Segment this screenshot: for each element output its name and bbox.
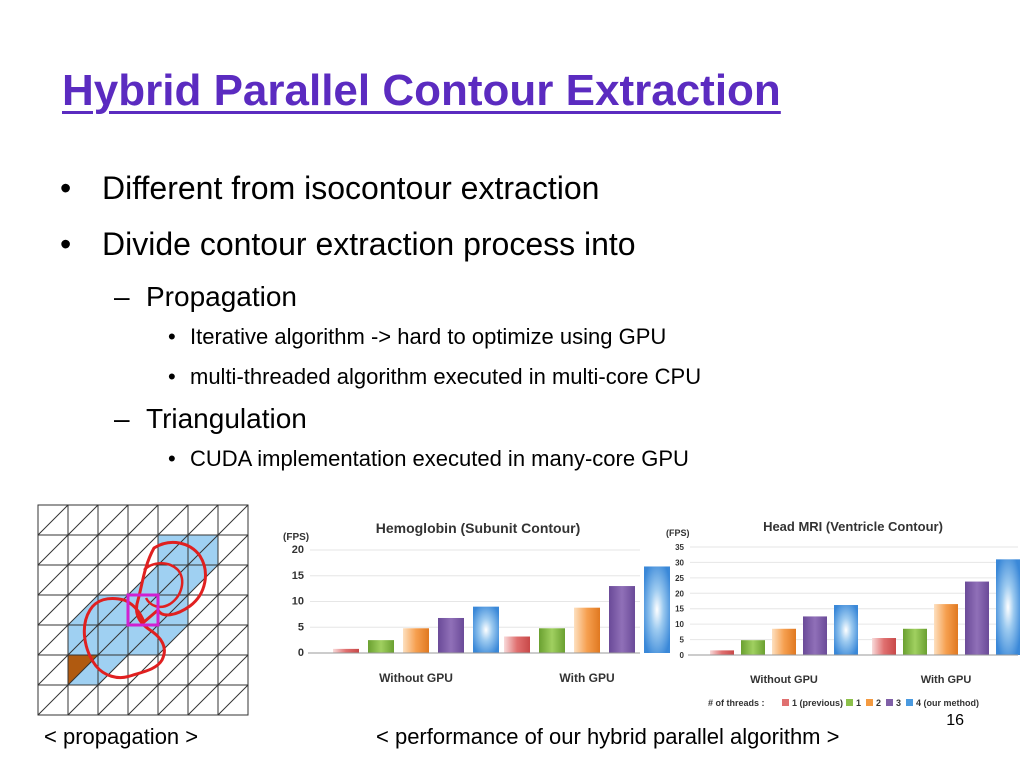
page-number: 16 xyxy=(946,712,964,729)
hemoglobin-chart: Hemoglobin (Subunit Contour) (FPS) 0 5 10 1… xyxy=(283,520,670,685)
bar-with-gpu-series-1 xyxy=(504,636,530,653)
bar-with-gpu-series-4 xyxy=(965,581,989,655)
slide-title: Hybrid Parallel Contour Extraction xyxy=(62,66,781,115)
propagation-diagram xyxy=(37,504,249,716)
bar-with-gpu-series-5 xyxy=(644,566,670,653)
chart2-legend: # of threads : 1 (previous) 1 2 3 4 (our met… xyxy=(708,698,979,708)
legend-label: 3 xyxy=(896,698,901,708)
legend-swatch xyxy=(886,699,893,706)
bar-without-gpu-series-4 xyxy=(438,617,464,653)
bar-with-gpu-series-3 xyxy=(934,604,958,655)
bar-without-gpu-series-4 xyxy=(803,616,827,655)
bar-without-gpu-series-1 xyxy=(710,650,734,655)
chart1-ytick-label: 5 xyxy=(298,621,304,633)
chart2-ytick-label: 0 xyxy=(680,651,685,660)
bar-with-gpu-series-4 xyxy=(609,586,635,653)
chart2-ytick-label: 5 xyxy=(680,636,685,645)
highlighted-cell xyxy=(126,593,160,627)
bar-with-gpu-series-2 xyxy=(539,628,565,653)
chart2-title: Head MRI (Ventricle Contour) xyxy=(763,519,943,534)
legend-label: 2 xyxy=(876,698,881,708)
head-mri-chart: Head MRI (Ventricle Contour) (FPS) 0 5 10 1… xyxy=(666,519,1020,708)
bullet-1: Different from isocontour extraction xyxy=(60,166,960,222)
bar-without-gpu-series-5 xyxy=(473,606,499,653)
sub-bullet-triangulation-label: Triangulation xyxy=(146,403,307,434)
chart2-ytick-label: 35 xyxy=(675,543,684,552)
contour-curve xyxy=(82,540,207,680)
bar-without-gpu-series-2 xyxy=(368,640,394,653)
chart2-category-label: With GPU xyxy=(921,674,972,686)
chart1-ytick-label: 10 xyxy=(292,596,304,608)
chart2-ytick-label: 25 xyxy=(675,574,684,583)
chart2-ytick-label: 10 xyxy=(675,620,684,629)
detail-bullet-cuda: CUDA implementation executed in many-cor… xyxy=(60,442,960,482)
legend-swatch xyxy=(782,699,789,706)
bar-with-gpu-series-3 xyxy=(574,607,600,653)
legend-swatch xyxy=(866,699,873,706)
chart1-categories: Without GPU With GPU xyxy=(379,671,615,685)
legend-label: 4 (our method) xyxy=(916,698,979,708)
dash-marker: – xyxy=(114,281,130,312)
bullet-list: Different from isocontour extraction Div… xyxy=(60,166,960,482)
chart1-category-label: With GPU xyxy=(559,671,614,685)
triangle-grid xyxy=(37,504,249,716)
propagation-caption: < propagation > xyxy=(44,724,199,749)
sub-bullet-propagation-label: Propagation xyxy=(146,281,298,312)
bar-with-gpu-series-5 xyxy=(996,559,1020,655)
bar-without-gpu-series-3 xyxy=(403,628,429,653)
chart1-ylabel: (FPS) xyxy=(283,532,309,543)
chart1-title: Hemoglobin (Subunit Contour) xyxy=(376,520,581,536)
legend-swatch xyxy=(846,699,853,706)
legend-items: 1 (previous) 1 2 3 4 (our method) xyxy=(782,698,979,708)
chart1-ytick-label: 20 xyxy=(292,544,304,556)
legend-label: 1 xyxy=(856,698,861,708)
legend-swatch xyxy=(906,699,913,706)
chart1-category-label: Without GPU xyxy=(379,671,453,685)
chart1-ytick-label: 15 xyxy=(292,570,304,582)
legend-label: 1 (previous) xyxy=(792,698,843,708)
chart2-bars xyxy=(710,559,1020,655)
bar-with-gpu-series-2 xyxy=(903,628,927,655)
contour-inner-loop xyxy=(143,562,184,609)
chart2-ytick-label: 15 xyxy=(675,605,684,614)
bar-without-gpu-series-2 xyxy=(741,640,765,655)
bar-without-gpu-series-1 xyxy=(333,648,359,653)
dash-marker: – xyxy=(114,403,130,434)
bar-with-gpu-series-1 xyxy=(872,638,896,655)
bullet-2: Divide contour extraction process into xyxy=(60,222,960,278)
chart1-ytick-label: 0 xyxy=(298,647,304,659)
chart2-category-label: Without GPU xyxy=(750,674,818,686)
chart2-categories: Without GPU With GPU xyxy=(750,674,971,686)
legend-prefix: # of threads : xyxy=(708,698,765,708)
detail-bullet-multithreaded: multi-threaded algorithm executed in mul… xyxy=(60,360,960,400)
chart2-ytick-label: 30 xyxy=(675,558,684,567)
chart2-ylabel: (FPS) xyxy=(666,528,690,538)
sub-bullet-triangulation: – Triangulation xyxy=(60,400,960,442)
chart1-bars xyxy=(333,566,670,653)
bar-without-gpu-series-5 xyxy=(834,605,858,655)
bar-without-gpu-series-3 xyxy=(772,628,796,655)
performance-caption: < performance of our hybrid parallel alg… xyxy=(376,724,840,749)
chart2-ytick-label: 20 xyxy=(675,589,684,598)
sub-bullet-propagation: – Propagation xyxy=(60,278,960,320)
detail-bullet-iterative: Iterative algorithm -> hard to optimize … xyxy=(60,320,960,360)
